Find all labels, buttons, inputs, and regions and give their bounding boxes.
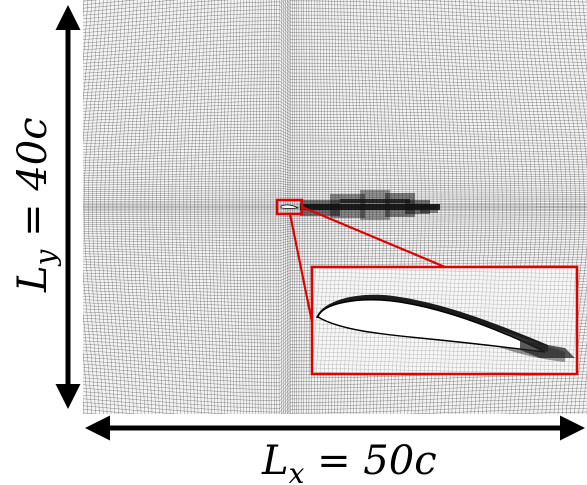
- inset-border: [310, 265, 579, 376]
- zoom-inset: [310, 265, 579, 376]
- lx-symbol: L: [261, 438, 289, 484]
- ly-label: Ly = 40c: [10, 117, 62, 293]
- trailing-edge-region: [520, 340, 575, 358]
- ly-symbol: L: [10, 265, 56, 293]
- boundary-layer-band: [316, 294, 548, 352]
- ly-subscript: y: [29, 248, 62, 267]
- ly-value: = 40c: [10, 117, 56, 249]
- lx-subscript: x: [289, 457, 305, 485]
- zoom-connector-top: [301, 205, 446, 269]
- wake-refinement-region: [300, 190, 440, 220]
- zoom-connector-bottom: [288, 213, 314, 323]
- lx-label: Lx = 50c: [261, 438, 437, 485]
- airfoil-small: [280, 204, 300, 209]
- lx-value: = 50c: [304, 438, 436, 484]
